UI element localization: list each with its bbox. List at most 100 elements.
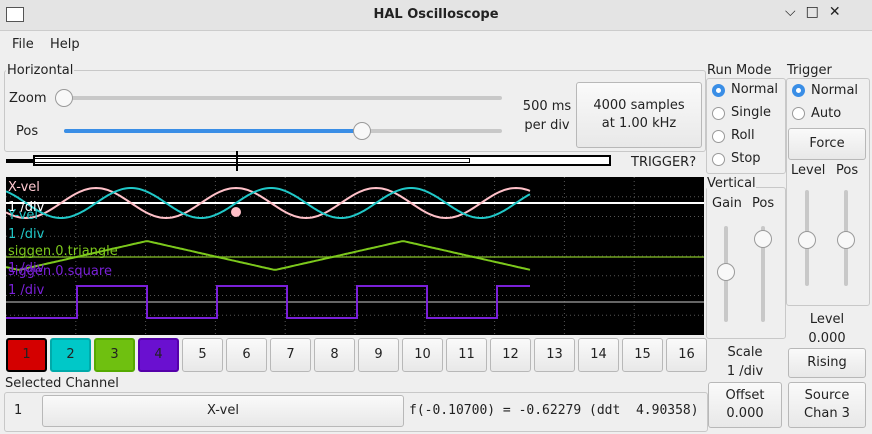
channel-button[interactable]: 5 xyxy=(182,338,223,372)
channel-button[interactable]: 9 xyxy=(358,338,399,372)
slider-knob[interactable] xyxy=(837,231,855,249)
radio-label[interactable]: Normal xyxy=(811,83,859,98)
edge-button[interactable]: Rising xyxy=(788,348,866,378)
radio[interactable] xyxy=(712,84,725,97)
channel-number: 1 xyxy=(14,403,23,418)
text: 14 xyxy=(590,347,607,362)
label: Pos xyxy=(836,163,859,178)
slider-knob[interactable] xyxy=(353,122,371,140)
view-window xyxy=(33,158,470,163)
text: 8 xyxy=(330,347,339,362)
text: 4 xyxy=(154,347,163,362)
text: 16 xyxy=(678,347,695,362)
slider-knob[interactable] xyxy=(754,230,772,248)
samples-button[interactable]: 4000 samples at 1.00 kHz xyxy=(576,82,702,148)
title-bar xyxy=(0,0,872,31)
radio[interactable] xyxy=(712,107,725,120)
slider-fill xyxy=(64,129,364,133)
force-button[interactable]: Force xyxy=(788,128,866,160)
selected-group xyxy=(4,392,708,432)
window-icon xyxy=(6,7,24,22)
group-title: Trigger xyxy=(787,63,832,78)
group-title: Selected Channel xyxy=(5,376,119,391)
record-window xyxy=(33,155,611,166)
trace-label: Y-vel xyxy=(7,208,38,223)
channel-button[interactable]: 11 xyxy=(446,338,487,372)
text: Level xyxy=(809,312,845,327)
source-button[interactable]: Source Chan 3 xyxy=(788,382,866,428)
zoom-slider[interactable] xyxy=(64,96,502,100)
cursor-dot xyxy=(231,207,241,217)
trace-label: siggen.0.triangle xyxy=(8,244,118,259)
text: 0.000 xyxy=(808,331,846,346)
readout: f(-0.10700) = -0.62279 (ddt 4.90358) xyxy=(409,403,699,418)
channel-button[interactable]: 14 xyxy=(578,338,619,372)
radio-label[interactable]: Normal xyxy=(731,82,779,97)
vertical-scale: Scale 1 /div xyxy=(706,343,784,381)
text: 4000 samples xyxy=(593,98,685,113)
channel-button[interactable]: 13 xyxy=(534,338,575,372)
text: 13 xyxy=(546,347,563,362)
text: Source xyxy=(804,388,850,403)
label: Gain xyxy=(712,196,742,211)
radio[interactable] xyxy=(712,130,725,143)
slider-knob[interactable] xyxy=(717,263,735,281)
text: 0.000 xyxy=(726,406,764,421)
menu-file[interactable]: File xyxy=(12,37,34,52)
run-mode-group xyxy=(706,78,786,174)
text: Chan 3 xyxy=(804,406,850,421)
channel-button[interactable]: 1 xyxy=(6,338,47,372)
trigger-marker xyxy=(236,151,238,171)
trace-label: 1 /div xyxy=(8,200,45,215)
text: Scale xyxy=(727,345,763,360)
channel-button[interactable]: 4 xyxy=(138,338,179,372)
radio-label[interactable]: Auto xyxy=(811,106,842,121)
radio[interactable] xyxy=(712,153,725,166)
channel-name-button[interactable]: X-vel xyxy=(42,395,404,427)
trigger-group xyxy=(786,78,870,306)
label: Pos xyxy=(16,124,39,139)
channel-button[interactable]: 6 xyxy=(226,338,267,372)
trace-label: 1 /div xyxy=(8,227,45,242)
y-vel-trace xyxy=(6,187,531,219)
offset-button[interactable]: Offset 0.000 xyxy=(708,382,782,428)
label: Pos xyxy=(752,196,775,211)
trigger-status: TRIGGER? xyxy=(631,155,697,170)
channel-button[interactable]: 8 xyxy=(314,338,355,372)
channel-button[interactable]: 10 xyxy=(402,338,443,372)
triangle-trace xyxy=(6,240,531,271)
channel-button[interactable]: 12 xyxy=(490,338,531,372)
time-scale: 500 ms per div xyxy=(515,97,579,135)
text: 1 xyxy=(22,347,31,362)
group-title: Run Mode xyxy=(707,63,772,78)
slider-knob[interactable] xyxy=(55,89,73,107)
slider-knob[interactable] xyxy=(798,231,816,249)
label: Level xyxy=(791,163,826,178)
text: 2 xyxy=(66,347,75,362)
group-title: Vertical xyxy=(707,176,756,191)
radio[interactable] xyxy=(792,84,805,97)
radio-label[interactable]: Stop xyxy=(731,151,761,166)
x-vel-trace xyxy=(6,186,531,220)
trace-label: X-vel xyxy=(8,180,40,195)
trace-label: siggen.0.square xyxy=(8,264,112,279)
text: 3 xyxy=(110,347,119,362)
pos-slider[interactable] xyxy=(761,226,765,322)
text: 1 /div xyxy=(726,364,764,379)
text: Rising xyxy=(807,355,847,370)
radio[interactable] xyxy=(792,107,805,120)
radio-label[interactable]: Single xyxy=(731,105,771,120)
label: Zoom xyxy=(9,91,47,106)
horizontal-group xyxy=(4,70,706,152)
text: 6 xyxy=(242,347,251,362)
channel-button[interactable]: 15 xyxy=(622,338,663,372)
channel-button[interactable]: 3 xyxy=(94,338,135,372)
channel-button[interactable]: 16 xyxy=(666,338,707,372)
radio-label[interactable]: Roll xyxy=(731,128,755,143)
window-controls[interactable]: ⌵□✕ xyxy=(785,4,851,20)
channel-button[interactable]: 2 xyxy=(50,338,91,372)
menu-help[interactable]: Help xyxy=(50,37,80,52)
channel-button[interactable]: 7 xyxy=(270,338,311,372)
